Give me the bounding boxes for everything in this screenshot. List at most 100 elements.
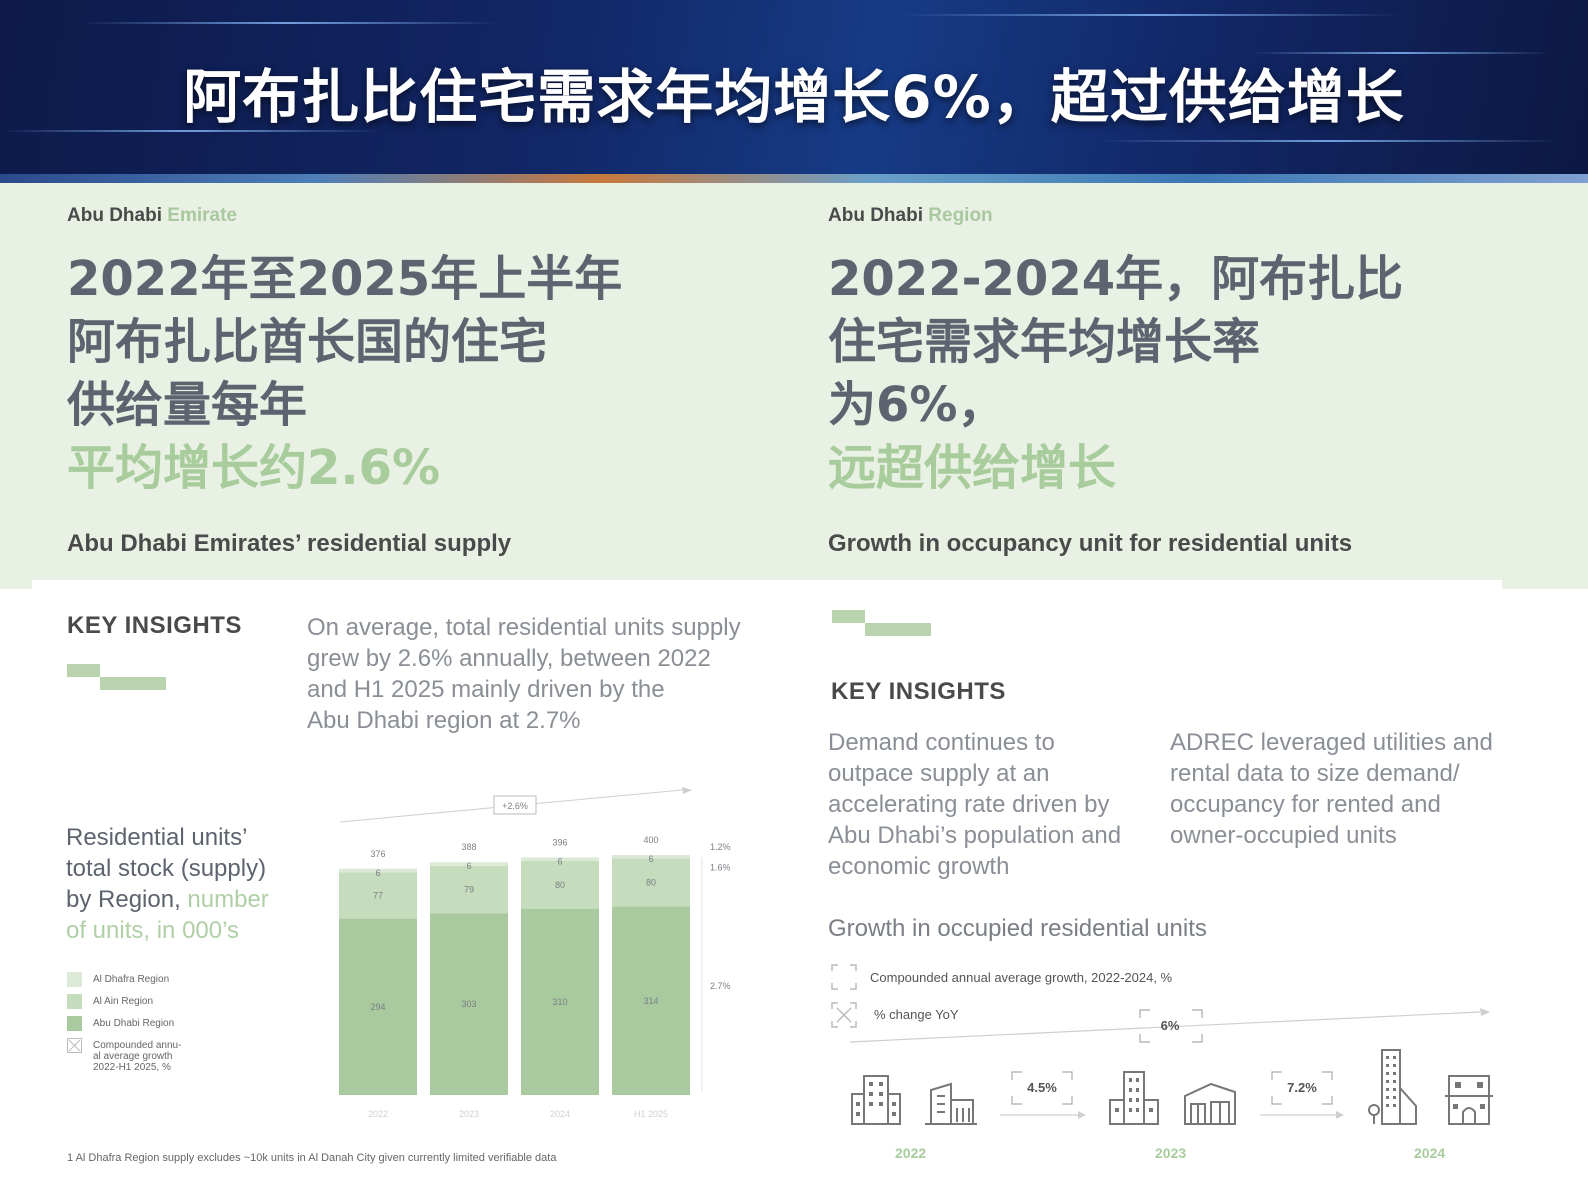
- bar-value-label: 314: [643, 996, 658, 1006]
- bar-value-label: 77: [373, 891, 383, 901]
- growth-infographic: [849, 1008, 1490, 1119]
- insight-line: Abu Dhabi region at 2.7%: [307, 707, 581, 734]
- skyscraper-icon: [1368, 1049, 1417, 1125]
- year-label: 2022: [895, 1145, 927, 1161]
- left-headline-line: 阿布扎比酋长国的住宅: [67, 314, 548, 370]
- bar-total-label: 400: [643, 835, 658, 845]
- right-insight-left: Demand continues to outpace supply at an…: [828, 729, 1122, 880]
- cagr-total-label: +2.6%: [502, 801, 528, 811]
- chart-title-accent: number: [187, 886, 269, 913]
- bar-segment: [430, 862, 508, 866]
- right-headline-line: 住宅需求年均增长率: [828, 314, 1261, 370]
- right-headline: 2022-2024年，阿布扎比 住宅需求年均增长率 为6%， 远超供给增长: [828, 248, 1403, 500]
- left-headline: 2022年至2025年上半年 阿布扎比酋长国的住宅 供给量每年 平均增长约2.6…: [67, 248, 622, 500]
- chart-title-line: by Region, number: [66, 886, 269, 913]
- left-headline-highlight: 平均增长约2.6%: [67, 440, 441, 496]
- right-insight-right: ADREC leveraged utilities and rental dat…: [1170, 729, 1493, 849]
- left-panel-label: Abu Dhabi Emirate: [67, 205, 237, 227]
- bar-segment: [612, 858, 690, 907]
- bar-value-label: 294: [370, 1002, 385, 1012]
- chart-title-accent: of units, in 000’s: [66, 917, 240, 944]
- right-label-accent: Region: [928, 205, 993, 226]
- bar-value-label: 303: [461, 999, 476, 1009]
- legend-label: Al Dhafra Region: [93, 974, 170, 985]
- insight-line: and H1 2025 mainly driven by the: [307, 676, 665, 703]
- legend-label-cagr: Compounded annu- al average growth 2022-…: [93, 1040, 182, 1073]
- yoy-value: 7.2%: [1287, 1080, 1317, 1095]
- stacked-bar-chart: +2.6% 294 77 6 376 2022 303 79 6 388 2023 310 80 6 396…: [339, 787, 731, 1119]
- left-subtitle: Abu Dhabi Emirates’ residential supply: [67, 530, 512, 557]
- chart-title: Residential units’ total stock (supply) …: [66, 822, 269, 946]
- yoy-value: 4.5%: [1027, 1080, 1057, 1095]
- right-label-main: Abu Dhabi: [828, 205, 923, 226]
- legend-swatch-al-ain: [67, 994, 82, 1009]
- year-label: 2023: [1155, 1145, 1187, 1161]
- category-label: H1 2025: [634, 1109, 668, 1119]
- left-label-main: Abu Dhabi: [67, 205, 162, 226]
- right-key-insights-heading: KEY INSIGHTS: [831, 678, 1006, 705]
- insight-line: On average, total residential units supp…: [307, 614, 741, 641]
- bar-segment: [339, 872, 417, 919]
- bar-value-label: 80: [646, 878, 656, 888]
- bar-total-label: 376: [370, 849, 385, 859]
- chart-title-line: total stock (supply): [66, 855, 267, 882]
- left-deco-bar: [67, 664, 100, 677]
- left-headline-line: 2022年至2025年上半年: [67, 251, 623, 307]
- legend-swatch-abu-dhabi: [67, 1016, 82, 1031]
- left-label-accent: Emirate: [167, 205, 237, 226]
- cagr-value: 6%: [1160, 1018, 1180, 1033]
- legend-label: Abu Dhabi Region: [93, 1018, 175, 1029]
- region-cagr-label: 1.2%: [710, 842, 731, 852]
- legend-label: Al Ain Region: [93, 996, 154, 1007]
- bar-value-label: 79: [464, 885, 474, 895]
- cagr-box: [493, 795, 537, 815]
- cagr-bracket-icon: [831, 964, 857, 990]
- title-banner: 阿布扎比住宅需求年均增长6%，超过供给增长: [0, 0, 1588, 183]
- yoy-icon: [831, 1002, 857, 1028]
- left-key-insights-heading: KEY INSIGHTS: [67, 612, 242, 639]
- region-cagr-label: 2.7%: [710, 981, 731, 991]
- bar-segment: [430, 865, 508, 914]
- right-deco-bar: [865, 623, 931, 636]
- region-cagr-label: 1.6%: [710, 863, 731, 873]
- bar-segment: [339, 868, 417, 873]
- bar-segment: [521, 909, 599, 1095]
- insight-line: grew by 2.6% annually, between 2022: [307, 645, 711, 672]
- bar-segment: [339, 918, 417, 1095]
- legend-cagr-label: Compounded annual average growth, 2022-2…: [870, 970, 1173, 985]
- right-deco-bar: [832, 610, 865, 623]
- content-panel: [32, 580, 1502, 1191]
- left-insight-text: On average, total residential units supp…: [307, 612, 741, 736]
- right-subtitle: Growth in occupancy unit for residential…: [828, 530, 1353, 557]
- bar-segment: [521, 857, 599, 861]
- bar-segment: [430, 913, 508, 1095]
- category-label: 2024: [550, 1109, 570, 1119]
- legend-cagr-icon: [67, 1038, 82, 1053]
- category-label: 2023: [459, 1109, 479, 1119]
- bar-value-label: 6: [557, 856, 562, 866]
- bar-segment: [612, 855, 690, 859]
- right-headline-line: 为6%，: [828, 377, 1006, 433]
- year-label: 2024: [1414, 1145, 1446, 1161]
- header-panel: [0, 183, 1588, 589]
- bar-value-label: 310: [552, 997, 567, 1007]
- footnote: 1 Al Dhafra Region supply excludes ~10k …: [67, 1152, 557, 1164]
- bar-total-label: 388: [461, 842, 476, 852]
- growth-title: Growth in occupied residential units: [828, 915, 1207, 942]
- shop-icon: [1184, 1082, 1236, 1125]
- category-label: 2022: [368, 1109, 388, 1119]
- office-building-icon: [851, 1075, 901, 1125]
- right-panel-label: Abu Dhabi Region: [828, 205, 993, 227]
- right-headline-line: 2022-2024年，阿布扎比: [828, 251, 1404, 307]
- apartment-icon: [925, 1082, 977, 1125]
- bar-value-label: 80: [555, 880, 565, 890]
- tower-icon: [1109, 1071, 1159, 1125]
- bar-segment: [612, 906, 690, 1095]
- right-headline-highlight: 远超供给增长: [828, 440, 1117, 496]
- bar-value-label: 6: [648, 854, 653, 864]
- house-icon: [1445, 1075, 1493, 1125]
- bar-segment: [521, 861, 599, 909]
- left-deco-bar: [100, 677, 166, 690]
- legend-swatch-al-dhafra: [67, 972, 82, 987]
- bar-value-label: 6: [375, 868, 380, 878]
